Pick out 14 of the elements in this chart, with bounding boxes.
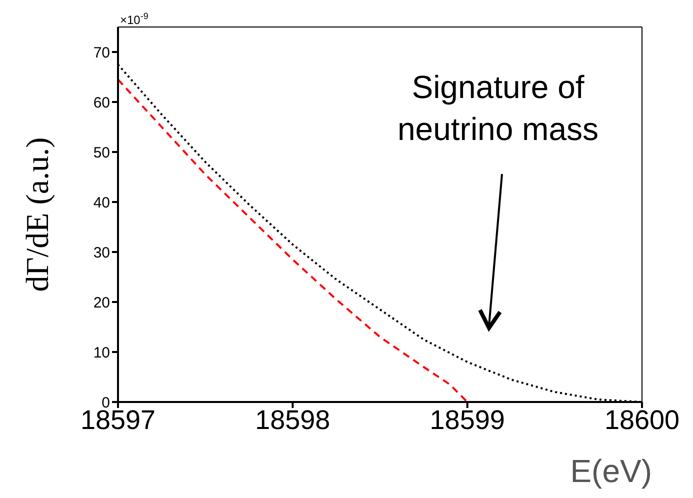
x-tick-label: 18600 [604, 405, 680, 436]
annotation: ×10$^{-9}$ [120, 11, 148, 27]
y-tick-label: 60 [93, 94, 110, 112]
y-tick-label: 30 [93, 244, 110, 262]
y-tick-label: 10 [93, 344, 110, 362]
y-tick-label: 70 [93, 44, 110, 62]
y-tick-label: 20 [93, 294, 110, 312]
y-tick-label: 50 [93, 144, 110, 162]
y-axis-title: dΓ/dE (a.u.) [19, 137, 55, 292]
y-tick-label: 40 [93, 194, 110, 212]
annotation: Signature of neutrino mass [398, 69, 598, 147]
x-tick-label: 18599 [430, 405, 505, 436]
x-tick-label: 18598 [255, 405, 330, 436]
x-axis-title: E(eV) [570, 453, 652, 489]
